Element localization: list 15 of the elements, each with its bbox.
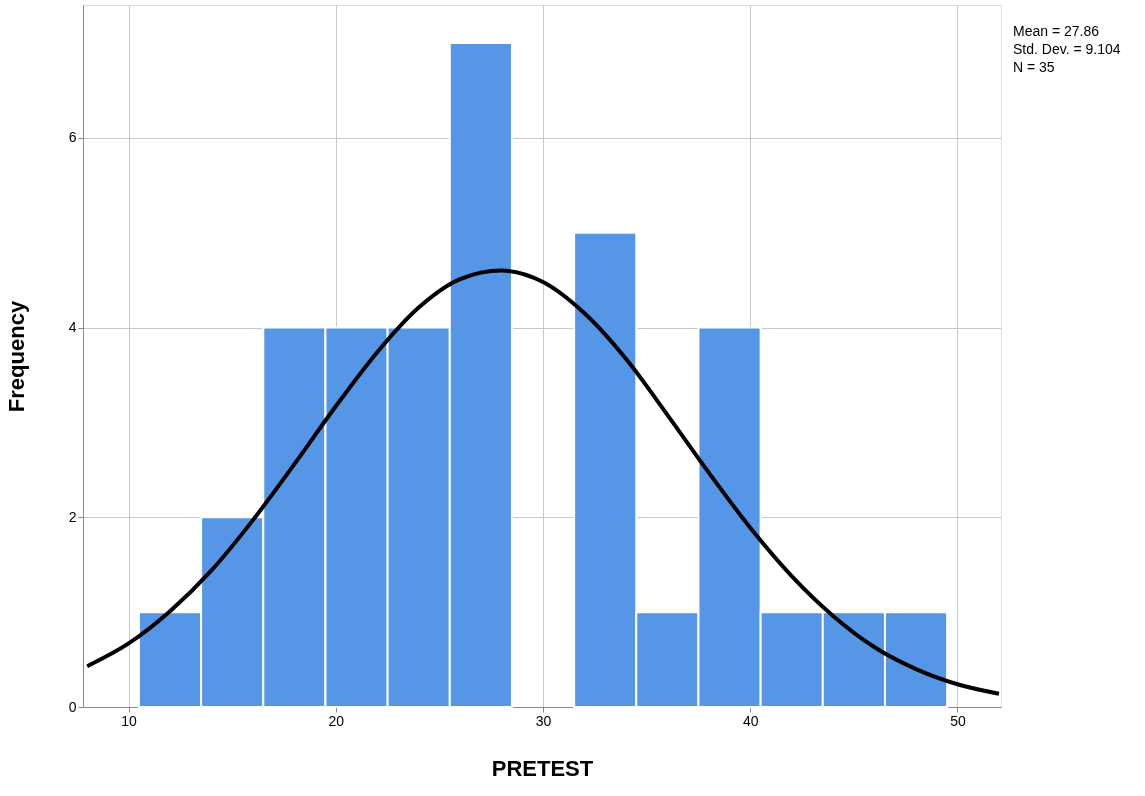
x-tick-label: 40 (742, 712, 759, 729)
x-tick-label: 30 (535, 712, 552, 729)
y-tick-label: 0 (68, 698, 77, 715)
text: Std. Dev. = 9.104 (1013, 41, 1121, 57)
y-tick-label: 6 (68, 129, 77, 146)
x-tick-label: 20 (328, 712, 345, 729)
y-tick-label: 2 (68, 508, 77, 525)
x-axis-title: PRETEST (491, 755, 594, 781)
y-axis-title: Frequency (3, 300, 29, 413)
x-tick-label: 50 (950, 712, 966, 729)
text: N = 35 (1013, 59, 1055, 75)
y-tick-label: 4 (68, 319, 77, 336)
x-tick-label: 10 (121, 712, 138, 729)
line-series (85, 268, 1001, 696)
text: Mean = 27.86 (1013, 23, 1100, 39)
